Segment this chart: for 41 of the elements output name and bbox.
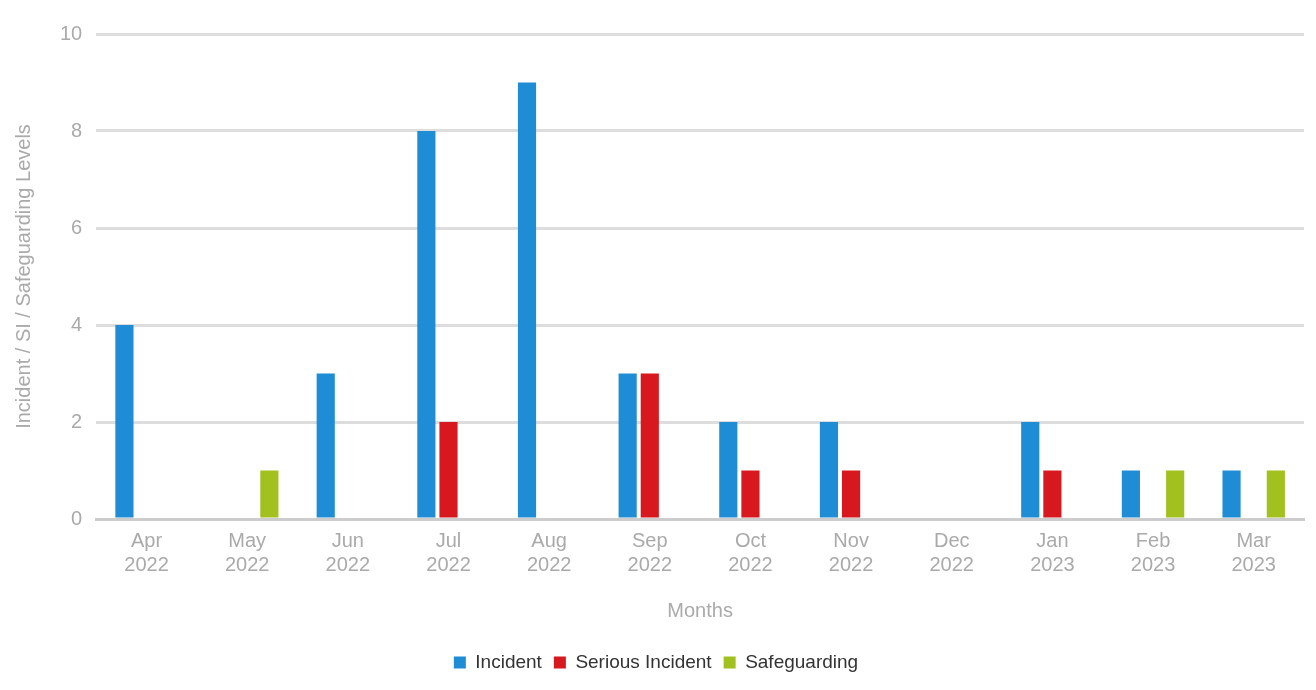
bar bbox=[517, 82, 537, 518]
legend-label: Incident bbox=[475, 650, 543, 672]
x-tick-label: Aug 2022 bbox=[526, 528, 572, 575]
bar bbox=[741, 470, 760, 518]
y-tick-label: 2 bbox=[71, 409, 83, 432]
y-axis-title: Incident / SI / Safeguarding Levels bbox=[11, 124, 34, 429]
bar bbox=[115, 325, 134, 518]
x-tick-label: Sep 2022 bbox=[627, 528, 673, 575]
y-tick-label: 8 bbox=[71, 118, 83, 141]
legend-label: Safeguarding bbox=[745, 650, 859, 672]
x-tick-label: Apr 2022 bbox=[124, 528, 169, 575]
legend-label: Serious Incident bbox=[575, 650, 713, 672]
bar bbox=[1222, 470, 1241, 518]
y-tick-label: 6 bbox=[71, 215, 83, 238]
bar bbox=[260, 470, 279, 518]
x-axis-title: Months bbox=[667, 598, 733, 621]
y-tick-label: 0 bbox=[71, 506, 83, 529]
bar bbox=[842, 470, 861, 518]
bar bbox=[1043, 470, 1062, 518]
x-tick-label: Jan 2023 bbox=[1030, 528, 1075, 575]
bar bbox=[640, 373, 659, 518]
x-tick-label: Nov 2022 bbox=[828, 528, 874, 575]
x-tick-label: Jul 2022 bbox=[426, 528, 471, 575]
y-tick-label: 4 bbox=[71, 312, 83, 335]
bar bbox=[1121, 470, 1140, 518]
bar bbox=[417, 131, 436, 518]
x-tick-label: Mar 2023 bbox=[1231, 528, 1276, 575]
x-tick-label: Feb 2023 bbox=[1130, 528, 1176, 575]
bar bbox=[1021, 422, 1040, 518]
x-tick-label: Dec 2022 bbox=[929, 528, 974, 575]
y-tick-label: 10 bbox=[60, 21, 83, 44]
bar bbox=[1166, 470, 1185, 518]
x-tick-label: May 2022 bbox=[224, 528, 270, 575]
x-tick-label: Oct 2022 bbox=[728, 528, 773, 575]
bar bbox=[618, 373, 637, 518]
bar bbox=[719, 422, 738, 518]
bar bbox=[316, 373, 335, 518]
bar bbox=[1266, 470, 1285, 518]
bar bbox=[819, 422, 839, 518]
x-tick-label: Jun 2022 bbox=[325, 528, 371, 575]
bar bbox=[439, 422, 458, 518]
